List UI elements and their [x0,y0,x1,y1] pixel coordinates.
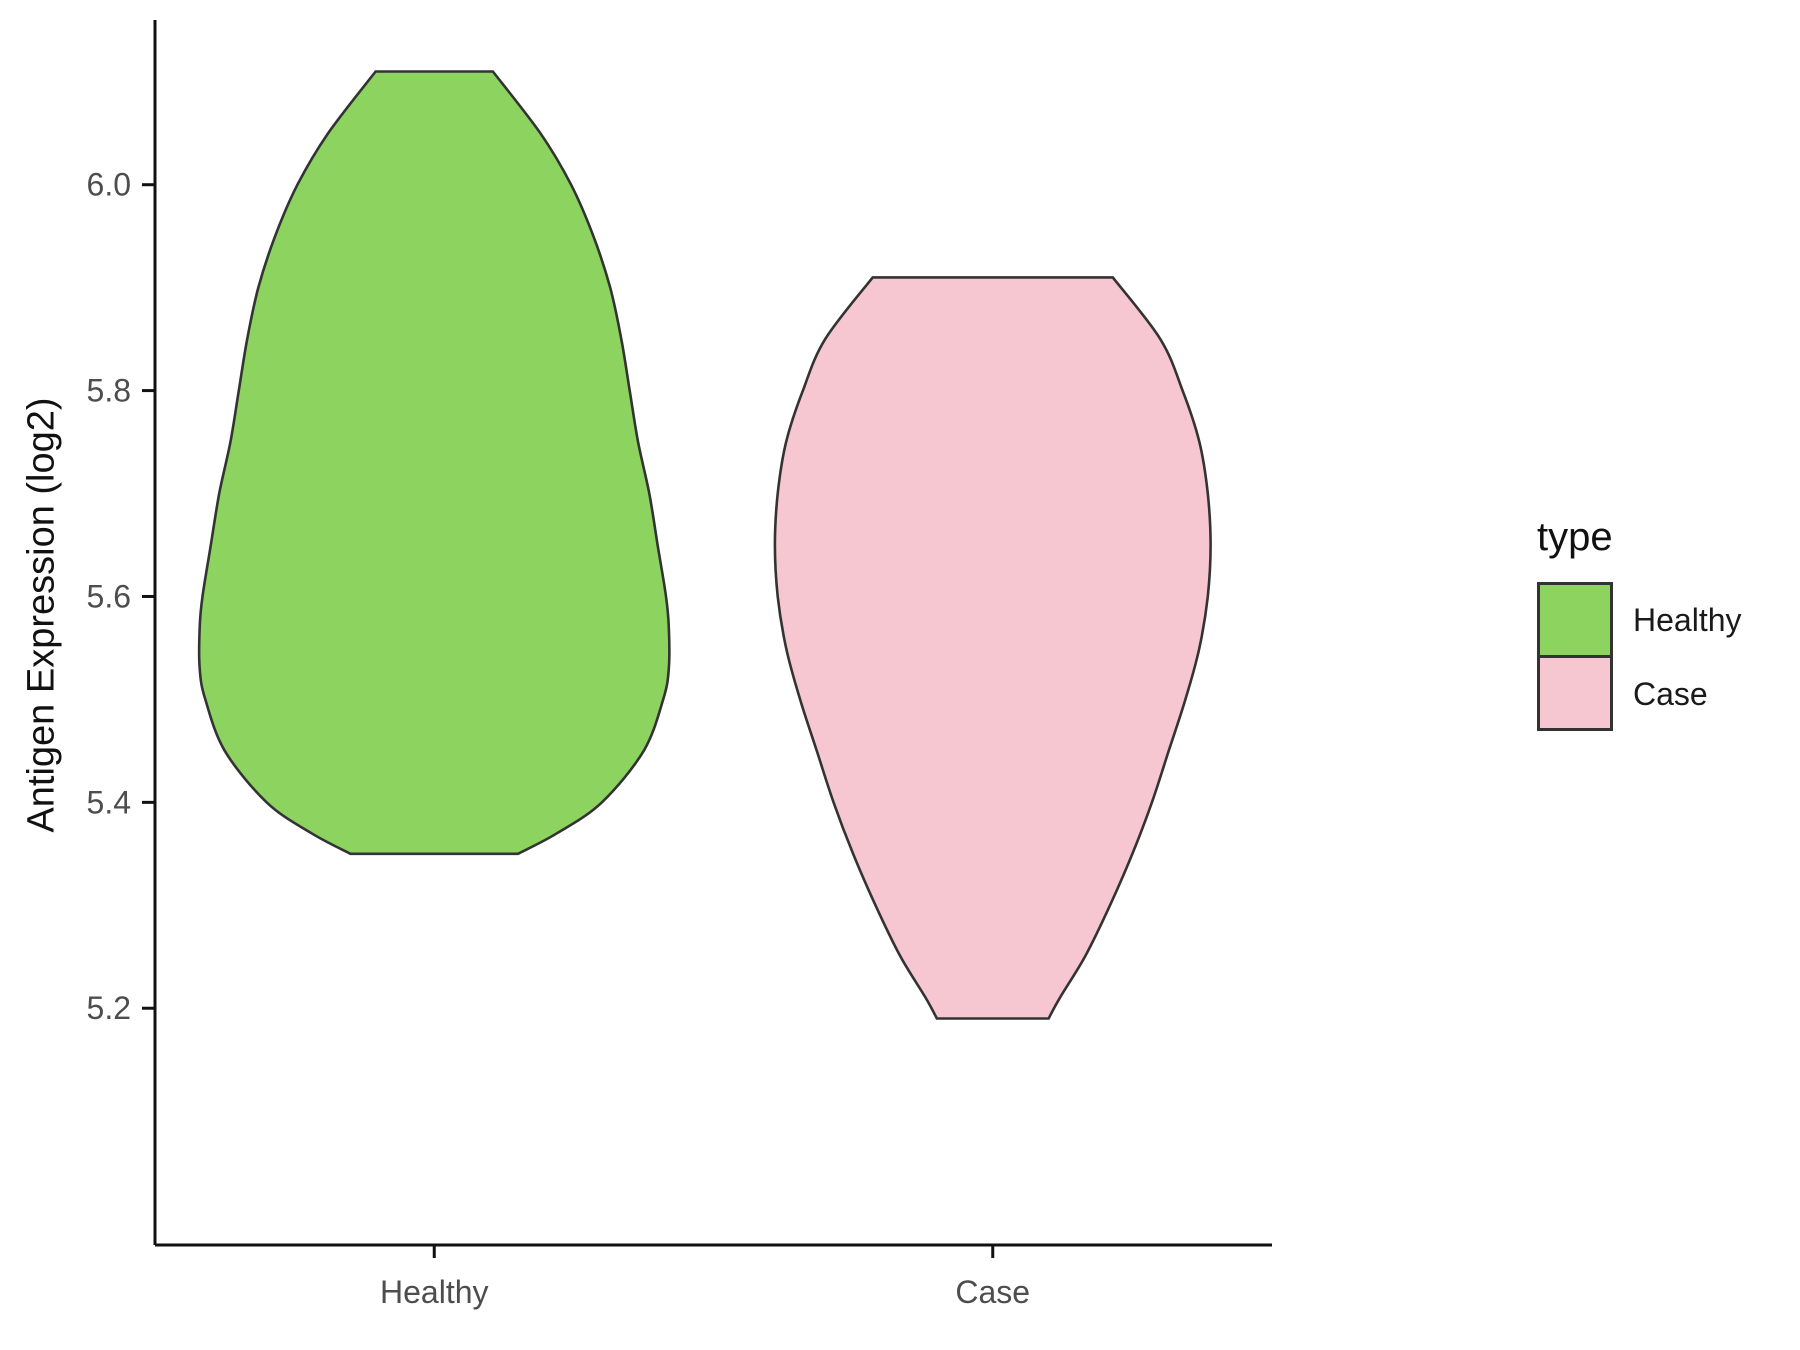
y-tick-label: 5.2 [87,990,131,1026]
legend-key-case [1537,655,1613,731]
legend-item-healthy: Healthy [1537,582,1742,658]
y-tick-label: 5.8 [87,373,131,409]
legend-label-healthy: Healthy [1633,601,1742,638]
y-axis-title: Antigen Expression (log2) [20,397,63,833]
x-category-label: Case [955,1274,1030,1310]
legend-key-healthy [1537,582,1613,658]
y-tick-label: 5.4 [87,784,131,820]
y-tick-label: 6.0 [87,167,131,203]
legend: type Healthy Case [1537,515,1742,731]
legend-title: type [1537,515,1613,559]
violin-healthy [197,70,671,856]
legend-label-case: Case [1633,676,1708,712]
violin-case [773,276,1212,1020]
x-category-label: Healthy [380,1274,489,1310]
legend-item-case: Case [1537,655,1742,731]
y-tick-label: 5.6 [87,578,131,614]
